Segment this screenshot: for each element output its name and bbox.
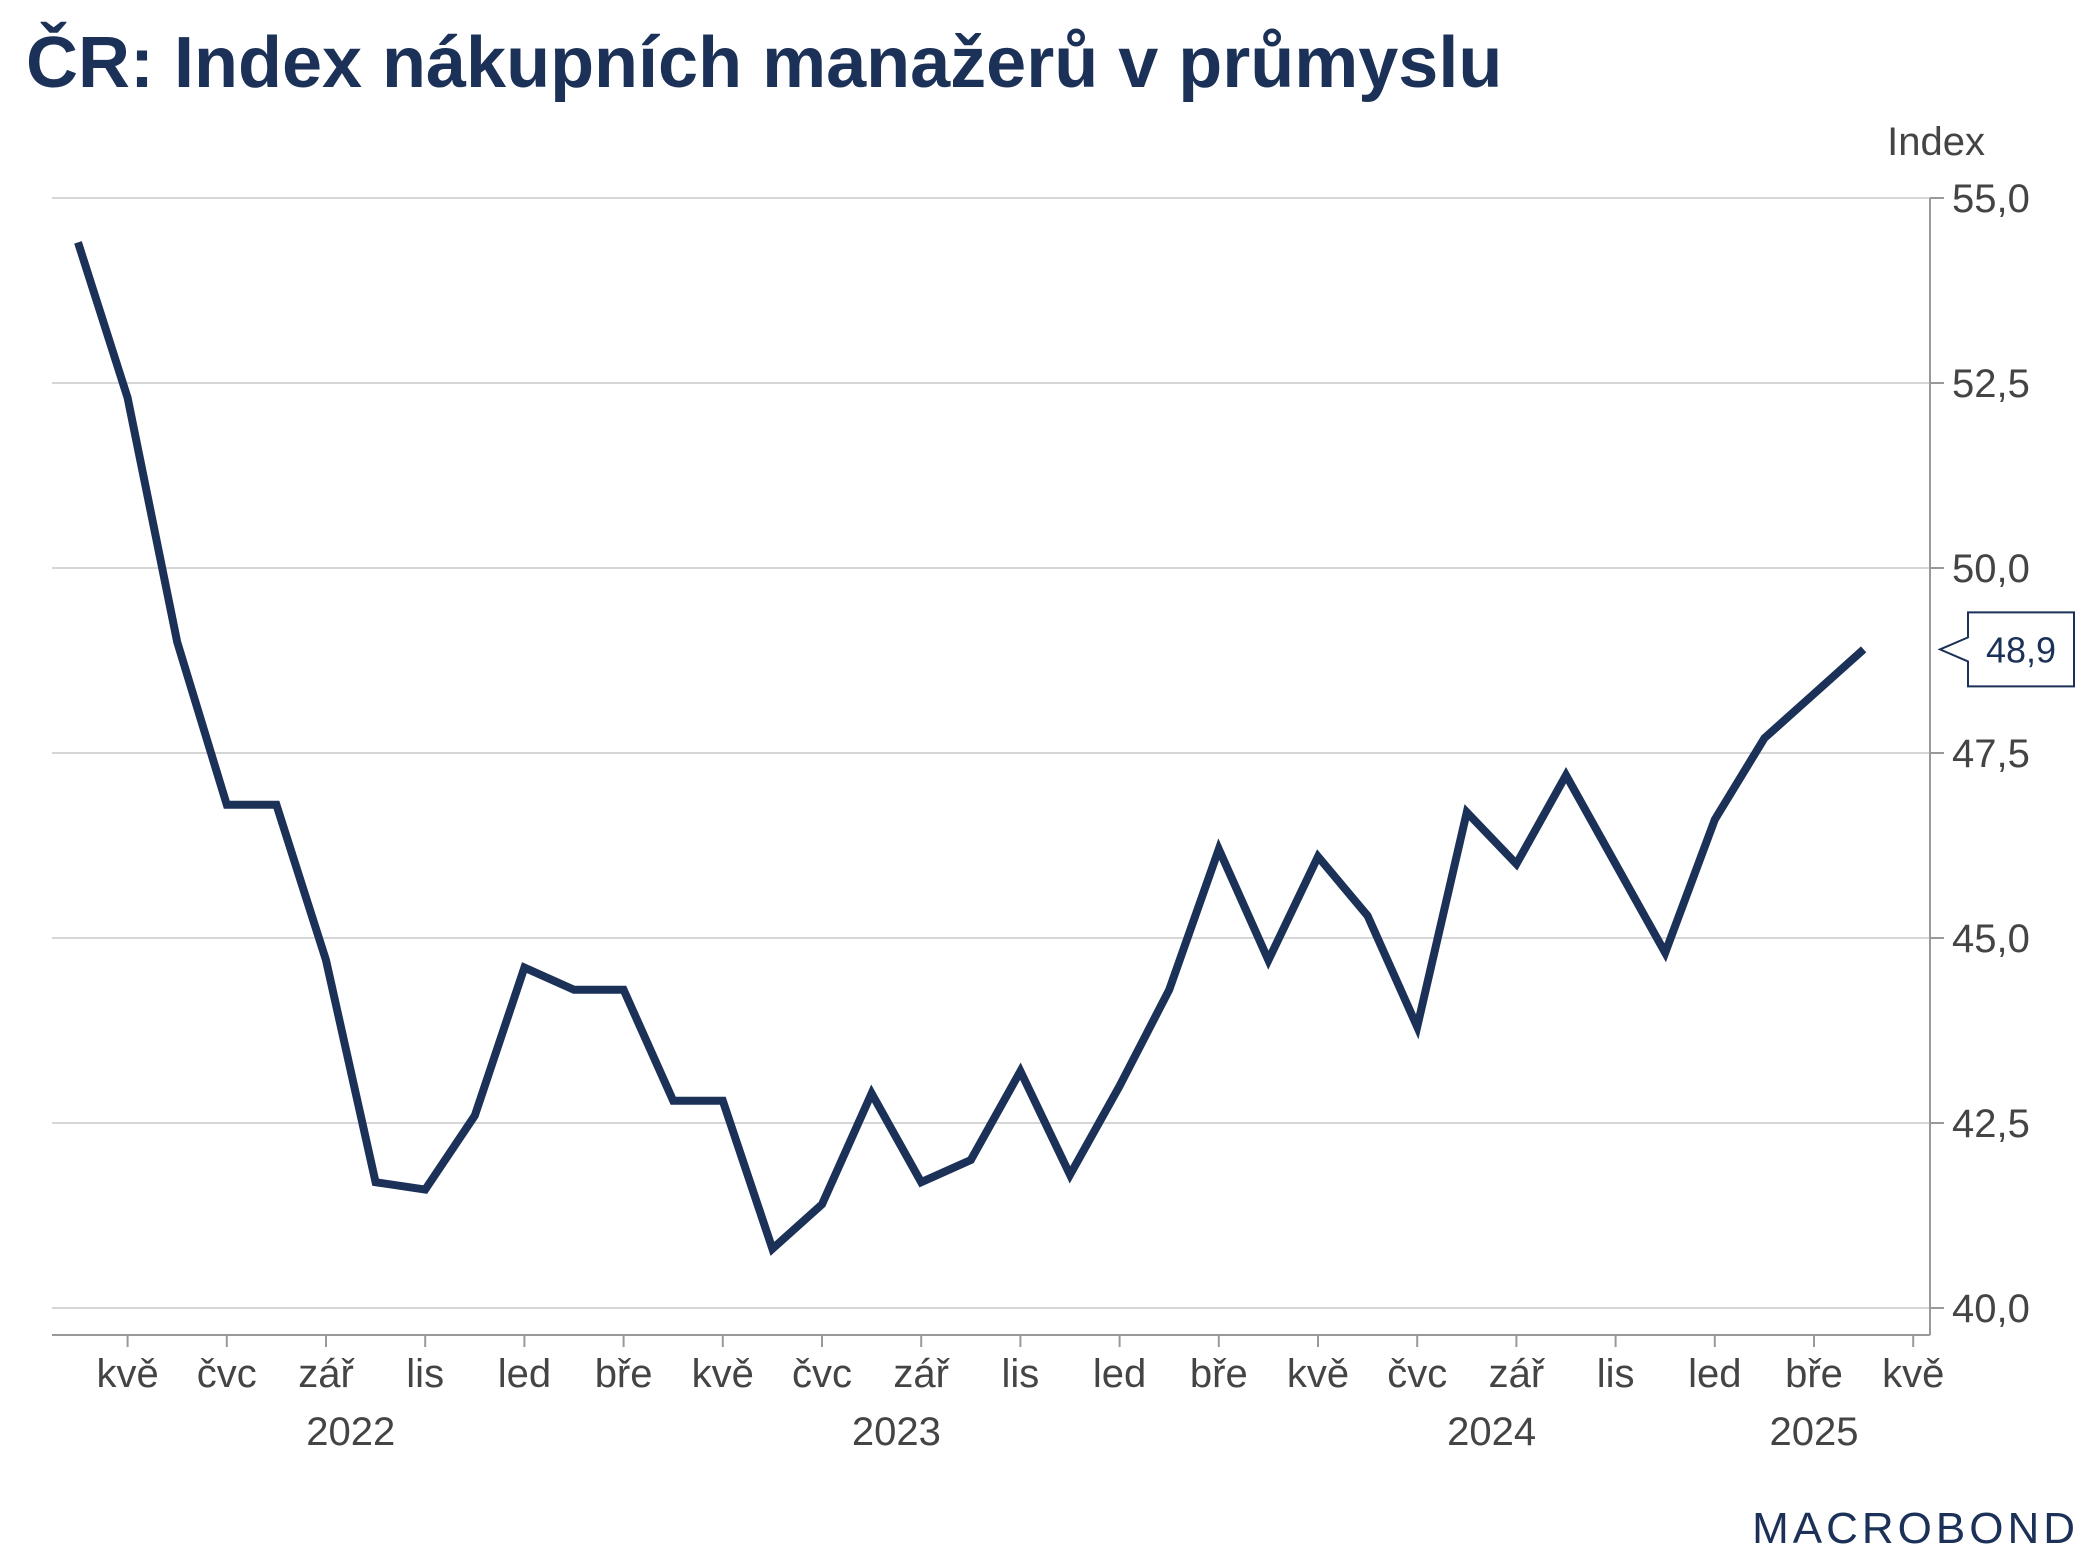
x-tick-label: čvc <box>792 1352 852 1396</box>
x-tick-label: bře <box>1785 1352 1843 1396</box>
x-tick-label: čvc <box>197 1352 257 1396</box>
y-tick-label: 47,5 <box>1952 732 2030 776</box>
x-tick-label: bře <box>1190 1352 1248 1396</box>
x-tick-label: kvě <box>1287 1352 1349 1396</box>
x-year-label: 2023 <box>852 1410 941 1454</box>
series-group <box>74 241 1867 1256</box>
last-value-badge-box <box>1937 611 2075 688</box>
x-tick-label: lis <box>406 1352 444 1396</box>
x-tick-label: kvě <box>692 1352 754 1396</box>
x-tick-label: led <box>1093 1352 1146 1396</box>
last-value-badge: 48,9 <box>1937 611 2075 688</box>
y-tick-label: 50,0 <box>1952 547 2030 591</box>
x-tick-label: led <box>498 1352 551 1396</box>
y-axis-unit-label: Index <box>1887 120 1985 164</box>
y-axis-ticks: 40,0 42,5 45,0 47,5 50,0 52,5 55,0 <box>1930 177 2030 1331</box>
gridlines <box>52 197 1930 1309</box>
series-line <box>74 241 1867 1256</box>
y-tick-label: 40,0 <box>1952 1287 2030 1331</box>
y-tick-label: 42,5 <box>1952 1102 2030 1146</box>
x-year-label: 2025 <box>1770 1410 1859 1454</box>
x-tick-label: kvě <box>1882 1352 1944 1396</box>
macrobond-logo: MACROBOND <box>1752 1504 2079 1553</box>
x-tick-label: lis <box>1002 1352 1040 1396</box>
chart-title: ČR: Index nákupních manažerů v průmyslu <box>26 23 1503 103</box>
x-year-label: 2024 <box>1447 1410 1536 1454</box>
x-tick-label: kvě <box>96 1352 158 1396</box>
y-tick-label: 52,5 <box>1952 362 2030 406</box>
x-axis-ticks: kvě čvc zář lis led bře kvě čvc zář lis led bře kvě č… <box>96 1335 1944 1454</box>
y-tick-label: 55,0 <box>1952 177 2030 221</box>
x-tick-label: zář <box>1489 1352 1546 1396</box>
x-tick-label: bře <box>595 1352 653 1396</box>
last-value-label: 48,9 <box>1986 629 2056 670</box>
x-tick-label: zář <box>893 1352 950 1396</box>
x-tick-label: lis <box>1597 1352 1635 1396</box>
x-tick-label: čvc <box>1387 1352 1447 1396</box>
axes <box>52 198 1931 1336</box>
x-year-label: 2022 <box>306 1410 395 1454</box>
x-tick-label: led <box>1688 1352 1741 1396</box>
x-tick-label: zář <box>298 1352 355 1396</box>
y-tick-label: 45,0 <box>1952 917 2030 961</box>
